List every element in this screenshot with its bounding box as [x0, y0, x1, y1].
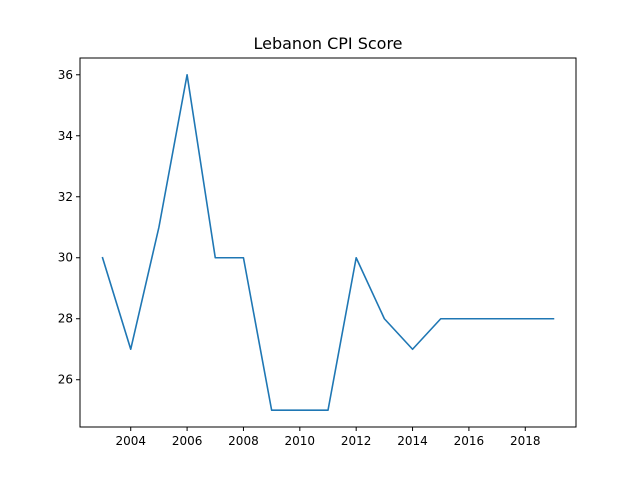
- y-axis: 26 28 30 32 34 36: [58, 68, 80, 387]
- plot-series: [101, 73, 555, 412]
- chart-title: Lebanon CPI Score: [253, 34, 402, 53]
- plot-area-frame: [79, 57, 577, 428]
- x-tick-label: 2014: [397, 434, 428, 448]
- x-tick-label: 2010: [285, 434, 316, 448]
- y-tick-label: 32: [58, 190, 73, 204]
- x-tick-label: 2016: [454, 434, 485, 448]
- x-tick-label: 2008: [228, 434, 259, 448]
- x-axis: 2004 2006 2008 2010 2012 2014 2016 2018: [115, 427, 541, 448]
- x-tick-label: 2018: [510, 434, 541, 448]
- y-tick-label: 36: [58, 68, 73, 82]
- x-tick-label: 2006: [172, 434, 203, 448]
- x-tick-label: 2012: [341, 434, 372, 448]
- y-tick-label: 30: [58, 251, 73, 265]
- x-tick-label: 2004: [115, 434, 146, 448]
- y-tick-label: 28: [58, 312, 73, 326]
- y-tick-label: 34: [58, 129, 73, 143]
- y-tick-label: 26: [58, 373, 73, 387]
- cpi-score-line: [101, 73, 555, 412]
